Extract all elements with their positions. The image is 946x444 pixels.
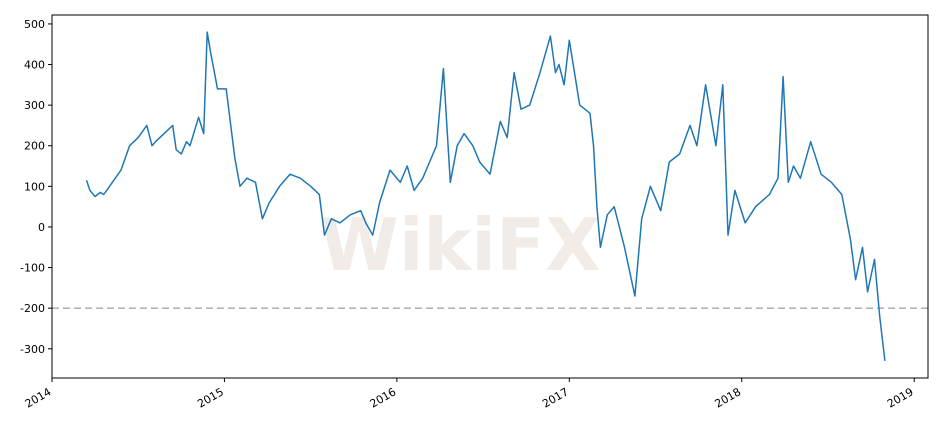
y-tick-label: -100 xyxy=(20,262,45,275)
plot-frame xyxy=(51,14,929,379)
y-tick-label: 100 xyxy=(24,180,45,193)
y-tick-label: 400 xyxy=(24,59,45,72)
x-tick-label: 2016 xyxy=(368,385,399,410)
x-tick-label: 2017 xyxy=(540,385,571,410)
y-tick-label: 200 xyxy=(24,140,45,153)
x-tick-label: 2019 xyxy=(885,385,916,410)
watermark: WikiFX xyxy=(319,203,600,287)
y-tick-label: 0 xyxy=(38,221,45,234)
y-tick-label: -300 xyxy=(20,343,45,356)
line-series xyxy=(85,31,886,361)
x-tick-label: 2018 xyxy=(713,385,744,410)
y-tick-label: 300 xyxy=(24,99,45,112)
x-tick-label: 2014 xyxy=(23,385,54,410)
y-tick-label: 500 xyxy=(24,18,45,31)
x-tick-label: 2015 xyxy=(195,385,226,410)
y-tick-label: -200 xyxy=(20,302,45,315)
